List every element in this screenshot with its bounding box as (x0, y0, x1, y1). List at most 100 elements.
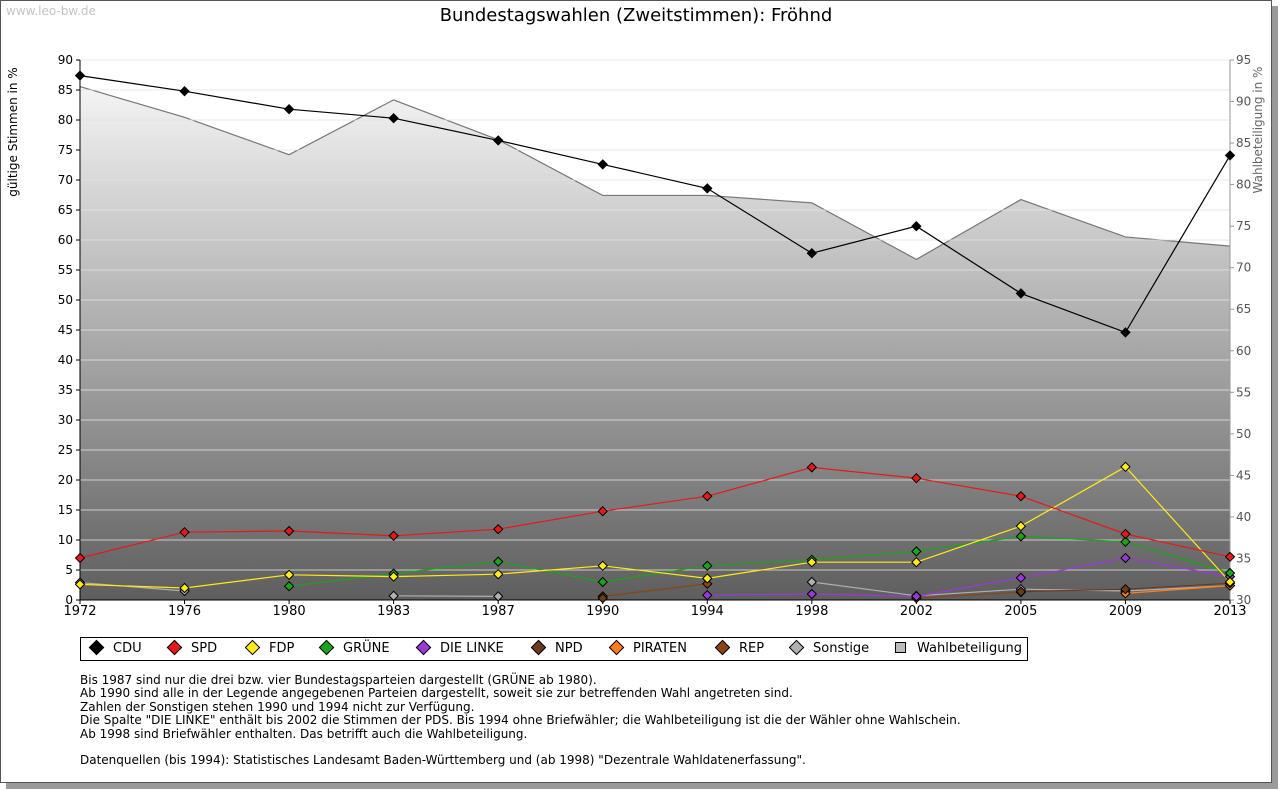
point-cdu (283, 103, 295, 115)
point-fdp (1015, 520, 1027, 532)
point-fdp (597, 560, 608, 572)
legend-marker-sonstige (788, 639, 805, 656)
y2-tick-label: 45 (1236, 468, 1251, 482)
legend-item-spd: SPD (166, 639, 217, 656)
y-tick-label: 0 (65, 593, 73, 607)
point-cdu (702, 183, 713, 194)
point-fdp (1224, 576, 1236, 588)
point-gruene (702, 560, 713, 572)
point-npd (1120, 583, 1131, 595)
y2-tick-label: 85 (1236, 136, 1251, 150)
chart-notes: Bis 1987 sind nur die drei bzw. vier Bun… (80, 673, 961, 768)
point-npd (1015, 586, 1027, 597)
y-tick-label: 65 (58, 203, 73, 217)
point-die-linke (1120, 552, 1131, 564)
y-tick-label: 20 (58, 473, 73, 487)
series-line-rep (602, 583, 708, 597)
point-sonstige (492, 591, 504, 602)
x-tick-label: 2002 (900, 604, 933, 619)
point-gruene (1015, 531, 1027, 542)
legend-item-rep: REP (714, 639, 764, 656)
series-line-gruene (289, 535, 1231, 587)
x-tick-label: 2005 (1004, 604, 1037, 619)
point-fdp (74, 579, 86, 590)
y-tick-label: 55 (58, 263, 73, 277)
point-cdu (179, 85, 190, 97)
y-tick-label: 40 (58, 353, 73, 367)
point-cdu (806, 247, 818, 259)
point-fdp (806, 556, 818, 568)
point-die-linke (806, 588, 818, 600)
legend-marker-die-linke (415, 639, 432, 656)
point-spd (806, 462, 818, 473)
point-fdp (702, 573, 713, 584)
y-tick-label: 25 (58, 443, 73, 457)
y-tick-label: 35 (58, 383, 73, 397)
y-tick-label: 10 (58, 533, 73, 547)
point-cdu (1120, 327, 1131, 338)
y2-tick-label: 50 (1236, 427, 1251, 441)
y2-axis-label: Wahlbeteiligung in % (1251, 67, 1265, 194)
point-die-linke (1015, 572, 1027, 584)
point-fdp (179, 582, 190, 594)
point-sonstige (388, 590, 399, 602)
chart-title: Bundestagswahlen (Zweitstimmen): Fröhnd (440, 5, 833, 26)
series-line-spd (79, 466, 1231, 559)
y2-tick-label: 35 (1236, 551, 1251, 565)
legend-marker-wahlbeteiligung (895, 642, 906, 653)
x-tick-label: 1976 (168, 604, 201, 619)
y2-tick-label: 95 (1236, 53, 1251, 67)
legend-item-cdu: CDU (88, 639, 142, 656)
point-fdp (492, 568, 504, 580)
point-npd (597, 592, 608, 604)
point-cdu (388, 112, 399, 124)
legend-marker-fdp (244, 639, 261, 656)
point-gruene (911, 546, 922, 557)
legend-marker-gruene (318, 639, 335, 656)
x-tick-label: 1994 (691, 604, 724, 619)
point-spd (1015, 490, 1027, 502)
series-line-cdu (79, 75, 1231, 334)
point-gruene (597, 576, 608, 588)
y2-tick-label: 65 (1236, 302, 1251, 316)
note-line: Bis 1987 sind nur die drei bzw. vier Bun… (80, 673, 597, 687)
point-cdu (597, 159, 608, 170)
legend-item-npd: NPD (530, 639, 583, 656)
y-tick-label: 50 (58, 293, 73, 307)
y-tick-label: 15 (58, 503, 73, 517)
series-line-rep (916, 591, 1021, 599)
legend-item-piraten: PIRATEN (608, 639, 687, 656)
y2-tick-label: 40 (1236, 510, 1251, 524)
point-spd (283, 525, 295, 537)
x-tick-label: 1998 (795, 604, 828, 619)
x-tick-label: 1980 (273, 604, 306, 619)
note-line: Ab 1990 sind alle in der Legende angegeb… (80, 686, 793, 701)
turnout-area (80, 86, 1230, 601)
y2-tick-label: 80 (1236, 178, 1251, 192)
y2-tick-label: 75 (1236, 219, 1251, 233)
point-spd (702, 490, 713, 502)
point-cdu (911, 220, 922, 232)
series-line-piraten (1125, 585, 1231, 594)
point-sonstige (806, 576, 818, 588)
x-tick-label: 2013 (1213, 604, 1246, 619)
legend-item-wahlbeteiligung: Wahlbeteiligung (895, 641, 1022, 656)
y-tick-label: 30 (58, 413, 73, 427)
x-tick-label: 2009 (1109, 604, 1142, 619)
y-tick-label: 60 (58, 233, 73, 247)
series-line-fdp (79, 466, 1231, 589)
point-cdu (74, 70, 86, 81)
y2-tick-label: 70 (1236, 261, 1251, 275)
chart-legend: CDU SPD FDP GRÜNE DIE LINKE NPD PIRATEN … (80, 637, 1028, 661)
point-cdu (1224, 150, 1236, 161)
point-spd (74, 552, 86, 564)
point-die-linke (702, 589, 713, 601)
note-line: Die Spalte "DIE LINKE" enthält bis 2002 … (80, 713, 961, 728)
legend-marker-npd (530, 639, 547, 656)
point-spd (1120, 528, 1131, 540)
series-line-die-linke (707, 557, 1231, 598)
point-cdu (1015, 288, 1027, 299)
point-rep (702, 578, 713, 590)
note-line: Zahlen der Sonstigen stehen 1990 und 199… (80, 699, 475, 714)
